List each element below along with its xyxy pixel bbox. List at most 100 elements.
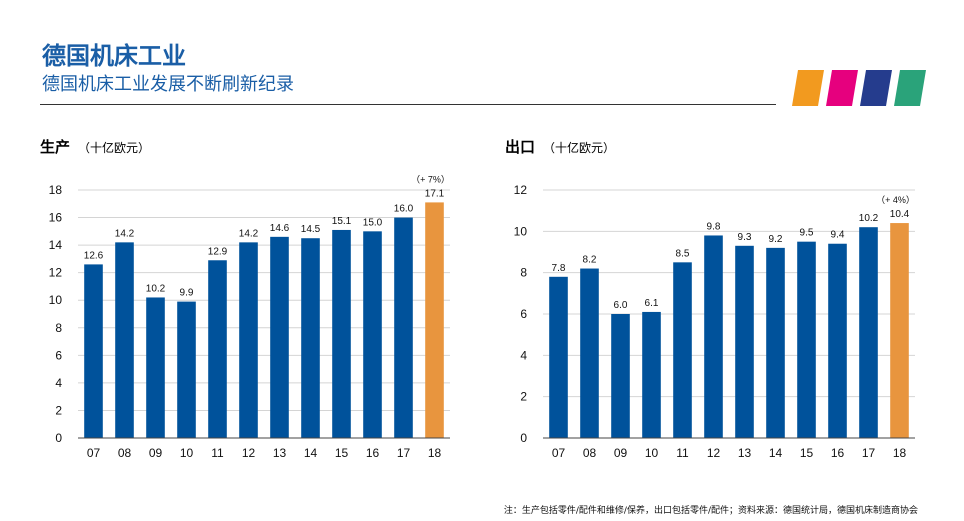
production-bar <box>84 264 103 438</box>
production-bar <box>270 236 289 438</box>
production-bar <box>208 260 227 438</box>
export-value-label: 6.1 <box>645 298 659 309</box>
production-value-label: 14.2 <box>115 228 135 239</box>
production-ytick-label: 12 <box>49 266 63 280</box>
export-ytick-label: 8 <box>520 266 527 280</box>
export-xtick-label: 08 <box>583 446 597 460</box>
production-bar <box>115 242 134 438</box>
export-value-label: 8.5 <box>676 248 690 259</box>
export-ytick-label: 6 <box>520 307 527 321</box>
production-value-label: 16.0 <box>394 204 414 215</box>
production-value-label: 12.6 <box>84 250 104 261</box>
export-chart-title: 出口 （十亿欧元） <box>505 136 615 157</box>
production-ytick-label: 6 <box>55 348 62 362</box>
production-xtick-label: 14 <box>304 446 318 460</box>
production-xtick-label: 18 <box>428 446 442 460</box>
production-bar <box>394 217 413 438</box>
export-bar <box>673 262 692 438</box>
production-bar <box>363 231 382 438</box>
production-ytick-label: 8 <box>55 321 62 335</box>
export-value-label: 7.8 <box>552 263 566 274</box>
logo-stripe-orange <box>792 70 824 106</box>
export-xtick-label: 10 <box>645 446 659 460</box>
export-value-label: 10.4 <box>890 209 910 220</box>
export-xtick-label: 11 <box>676 446 689 460</box>
logo-stripe-navy <box>860 70 892 106</box>
production-xtick-label: 09 <box>149 446 163 460</box>
export-xtick-label: 18 <box>893 446 907 460</box>
export-chart-plot: 0 2 4 6 8 10 12 7.8 07 8.2 08 6.0 09 6.1 10 8.5 11 9.8 12 9… <box>514 183 915 460</box>
header-divider <box>40 104 776 105</box>
production-xtick-label: 13 <box>273 446 287 460</box>
export-xtick-label: 13 <box>738 446 752 460</box>
production-bar <box>177 301 196 438</box>
export-bar <box>580 268 599 438</box>
export-ytick-label: 4 <box>520 348 527 362</box>
production-value-label: 14.6 <box>270 223 290 234</box>
logo-stripe-magenta <box>826 70 858 106</box>
export-value-label: 6.0 <box>614 300 628 311</box>
export-value-label: 9.8 <box>707 221 721 232</box>
export-ytick-label: 2 <box>520 390 527 404</box>
production-chart: 生产 （十亿欧元） 0 2 4 6 8 10 12 14 16 18 12.6 07 14.2 08 10.2… <box>40 136 460 466</box>
production-xtick-label: 12 <box>242 446 256 460</box>
production-ytick-label: 14 <box>49 238 63 252</box>
export-bar <box>642 311 661 438</box>
production-value-label: 10.2 <box>146 283 166 294</box>
production-chart-title: 生产 （十亿欧元） <box>40 136 150 157</box>
production-xtick-label: 17 <box>397 446 411 460</box>
production-xtick-label: 08 <box>118 446 132 460</box>
production-bar <box>425 202 444 438</box>
export-value-label: 9.5 <box>800 228 814 239</box>
production-bar <box>239 242 258 438</box>
production-value-label: 14.5 <box>301 224 321 235</box>
export-bar <box>890 223 909 438</box>
production-value-label: 15.1 <box>332 216 352 227</box>
export-bar <box>549 276 568 438</box>
export-chart: 出口 （十亿欧元） 0 2 4 6 8 10 12 7.8 07 8.2 08 6.0 09 6.1 10 8.… <box>505 136 925 466</box>
export-xtick-label: 16 <box>831 446 845 460</box>
export-growth-annotation: （+ 4%） <box>876 195 915 205</box>
production-ytick-label: 2 <box>55 403 62 417</box>
export-bar <box>797 241 816 438</box>
export-chart-unit: （十亿欧元） <box>543 141 616 155</box>
production-chart-unit: （十亿欧元） <box>78 141 151 155</box>
production-ytick-label: 10 <box>49 293 63 307</box>
export-xtick-label: 17 <box>862 446 876 460</box>
export-value-label: 8.2 <box>583 255 597 266</box>
production-growth-annotation: （+ 7%） <box>411 174 450 184</box>
export-bar <box>704 235 723 438</box>
export-xtick-label: 14 <box>769 446 783 460</box>
page-subtitle: 德国机床工业发展不断刷新纪录 <box>42 74 294 95</box>
export-bar <box>828 243 847 438</box>
production-chart-plot: 0 2 4 6 8 10 12 14 16 18 12.6 07 14.2 08 10.2 09 9.9 10 12… <box>49 174 450 460</box>
production-xtick-label: 07 <box>87 446 101 460</box>
production-chart-heading: 生产 <box>40 138 71 156</box>
export-bar <box>735 245 754 438</box>
export-ytick-label: 0 <box>520 431 527 445</box>
production-bar <box>301 238 320 438</box>
production-value-label: 14.2 <box>239 228 259 239</box>
production-xtick-label: 10 <box>180 446 194 460</box>
production-ytick-label: 0 <box>55 431 62 445</box>
production-value-label: 15.0 <box>363 217 383 228</box>
footnote: 注：生产包括零件/配件和维修/保养，出口包括零件/配件；资料来源：德国统计局，德… <box>503 506 918 516</box>
page-title: 德国机床工业 <box>42 42 186 70</box>
export-xtick-label: 12 <box>707 446 721 460</box>
production-xtick-label: 11 <box>211 446 224 460</box>
export-bar <box>859 227 878 438</box>
brand-logo <box>792 70 926 106</box>
production-ytick-label: 4 <box>55 376 62 390</box>
export-xtick-label: 09 <box>614 446 628 460</box>
export-ytick-label: 12 <box>514 183 528 197</box>
production-ytick-label: 16 <box>49 211 63 225</box>
export-value-label: 9.3 <box>738 232 752 243</box>
export-chart-heading: 出口 <box>505 138 536 156</box>
export-bar <box>611 314 630 438</box>
logo-stripe-green <box>894 70 926 106</box>
production-value-label: 12.9 <box>208 246 228 257</box>
export-xtick-label: 15 <box>800 446 814 460</box>
production-value-label: 17.1 <box>425 188 445 199</box>
export-xtick-label: 07 <box>552 446 566 460</box>
production-bar <box>332 229 351 438</box>
